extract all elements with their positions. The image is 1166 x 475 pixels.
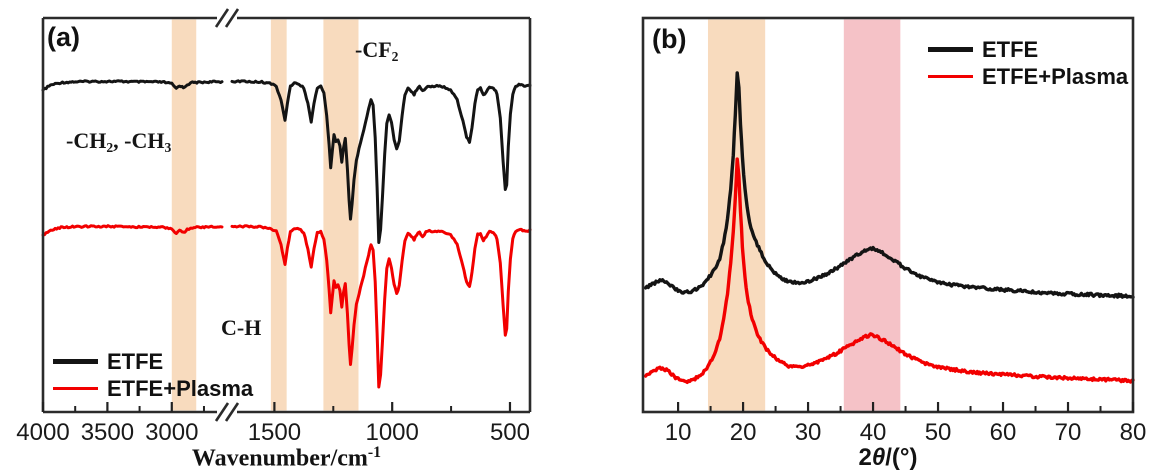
x-tick-label: 70	[1055, 419, 1082, 446]
panel-a-chart-canvas: 4000 3500 3000 1500 1000 500	[16, 8, 532, 446]
x-tick-label: 3500	[81, 419, 134, 446]
annotation-cf2: -CF2	[355, 37, 399, 64]
x-tick-label: 500	[490, 419, 530, 446]
legend-label-etfe-plasma: ETFE+Plasma	[982, 63, 1129, 89]
curve-segment	[230, 79, 532, 244]
x-tick-label: 4000	[16, 419, 69, 446]
x-axis-title-2theta: 2θ/(°)	[858, 444, 918, 471]
x-tick-label: 60	[990, 419, 1017, 446]
x-axis-ticks: 10 20 30 40 50 60 70 80	[665, 402, 1147, 446]
axis-break-mark	[224, 402, 240, 422]
legend-item-etfe: ETFE	[928, 36, 1128, 63]
panel-b-label: (b)	[652, 24, 687, 54]
axis-break-mark	[214, 402, 230, 422]
annotation-ch2-ch3: -CH2, -CH3	[66, 128, 172, 155]
x-tick-label: 30	[795, 419, 822, 446]
legend-line-etfe-plasma	[928, 75, 973, 78]
x-tick-label: 20	[730, 419, 757, 446]
legend-label-etfe-plasma: ETFE+Plasma	[107, 375, 254, 401]
x-tick-label: 80	[1120, 419, 1147, 446]
legend-item-etfe-plasma: ETFE+Plasma	[928, 63, 1128, 90]
highlight-band	[171, 19, 197, 411]
x-tick-label: 1000	[365, 419, 418, 446]
panel-b: 10 20 30 40 50 60 70 80 (b) ETFE ETFE+Plasma 2θ…	[600, 0, 1166, 475]
spectrum-curve-etfe-plasma	[41, 224, 532, 389]
legend-line-etfe	[53, 359, 98, 364]
plot-frame	[641, 16, 1135, 414]
legend-item-etfe-plasma: ETFE+Plasma	[53, 375, 253, 402]
legend-line-etfe-plasma	[53, 387, 98, 390]
axis-break-mark	[224, 8, 240, 28]
panel-a-label: (a)	[47, 22, 80, 52]
axis-break-mark	[214, 8, 230, 28]
annotation-c-h: C-H	[221, 315, 262, 340]
x-axis-ticks: 4000 3500 3000 1500 1000 500	[16, 402, 530, 446]
panel-a: 4000 3500 3000 1500 1000 500 (a) -CH2, -CH3 -…	[0, 0, 555, 475]
x-tick-label: 40	[860, 419, 887, 446]
curve	[643, 157, 1135, 385]
x-axis-title-wavenumber: Wavenumber/cm-1	[191, 444, 382, 472]
x-tick-label: 1500	[248, 419, 301, 446]
curve-segment	[41, 79, 224, 92]
x-tick-label: 50	[925, 419, 952, 446]
plot-frame	[41, 8, 532, 422]
legend-label-etfe: ETFE	[107, 348, 164, 374]
legend-line-etfe	[928, 47, 973, 52]
curve	[643, 71, 1135, 299]
curve-segment	[41, 224, 224, 237]
highlight-bands	[171, 19, 359, 411]
legend-label-etfe: ETFE	[982, 36, 1039, 62]
legend-item-etfe: ETFE	[53, 348, 253, 375]
panel-b-chart-canvas: 10 20 30 40 50 60 70 80	[641, 16, 1147, 446]
legend-panel-a: ETFE ETFE+Plasma	[53, 348, 253, 402]
xrd-curve-etfe-plasma	[643, 157, 1135, 385]
xrd-curve-etfe	[643, 71, 1135, 299]
legend-panel-b: ETFE ETFE+Plasma	[928, 36, 1128, 90]
x-tick-label: 10	[665, 419, 692, 446]
curve-segment	[230, 224, 532, 389]
highlight-band	[843, 19, 901, 411]
x-tick-label: 3000	[145, 419, 198, 446]
highlight-band	[270, 19, 287, 411]
spectrum-curve-etfe	[41, 79, 532, 244]
